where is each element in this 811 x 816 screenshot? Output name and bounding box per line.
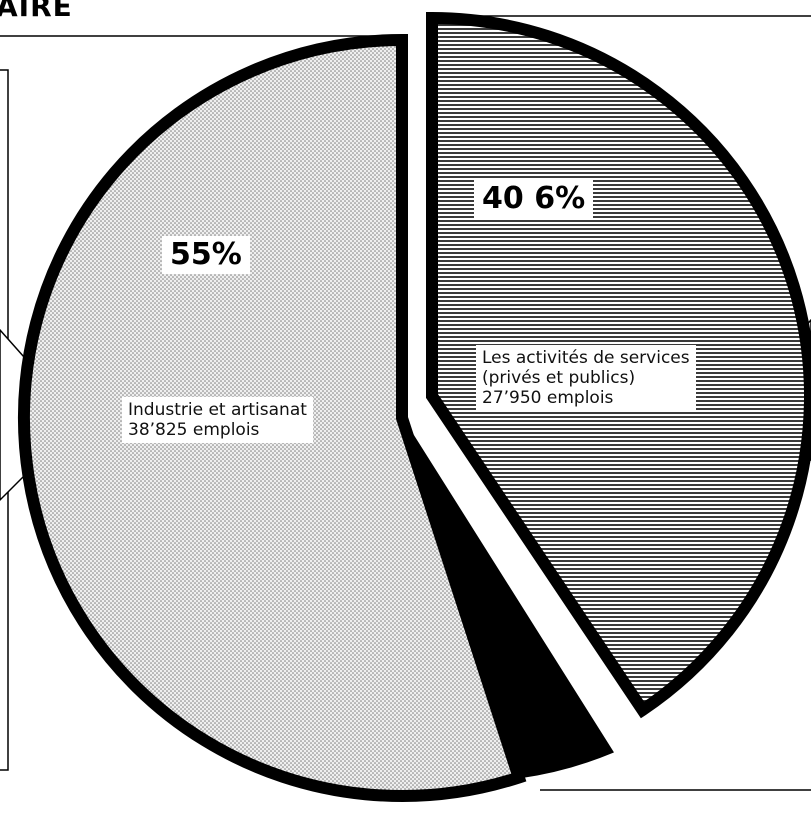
slice-services-label-line-2: (privés et publics) — [482, 368, 636, 388]
slice-industry-percent: 55% — [162, 236, 250, 274]
slice-industry-label: Industrie et artisanat 38’825 emplois — [122, 397, 313, 443]
chart-title: AIRE — [0, 0, 73, 23]
slice-industry-label-line-2: 38’825 emplois — [128, 420, 260, 440]
slice-industry-label-line-1: Industrie et artisanat — [128, 400, 307, 420]
slice-services-label-line-3: 27’950 emplois — [482, 388, 614, 408]
slice-services-percent: 40 6% — [474, 180, 594, 218]
slice-services-label: Les activités de services (privés et pub… — [476, 345, 696, 411]
slice-small — [401, 417, 614, 779]
slice-services-label-line-1: Les activités de services — [482, 348, 690, 368]
